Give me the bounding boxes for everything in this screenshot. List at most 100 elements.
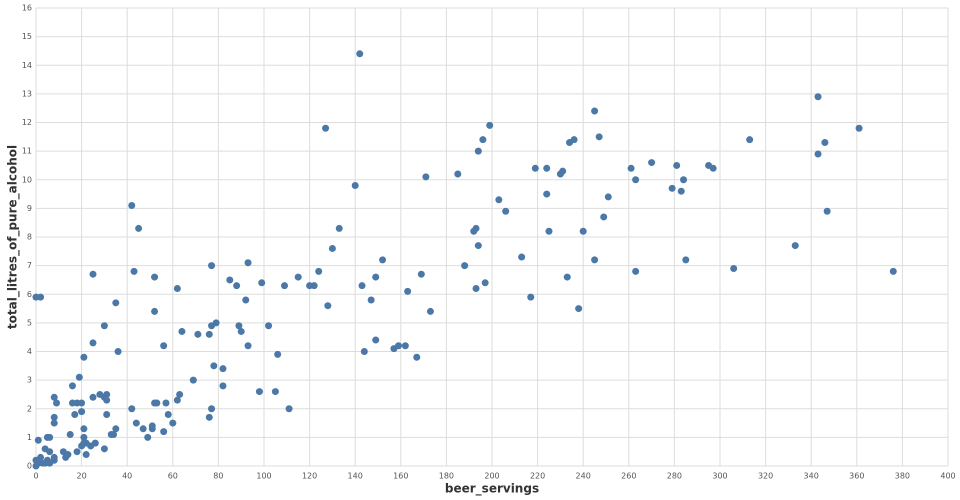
point — [570, 136, 578, 144]
point — [274, 350, 282, 358]
x-tick-label: 380 — [895, 472, 910, 481]
point — [358, 282, 366, 290]
point — [474, 147, 482, 155]
point — [212, 319, 220, 327]
point — [531, 164, 539, 172]
point — [68, 382, 76, 390]
point — [53, 399, 61, 407]
point — [89, 339, 97, 347]
point — [160, 342, 168, 350]
point — [814, 150, 822, 158]
point — [372, 336, 380, 344]
point — [78, 399, 86, 407]
x-tick-label: 360 — [849, 472, 864, 481]
y-tick-label: 10 — [22, 175, 32, 184]
y-tick-label: 8 — [27, 233, 32, 242]
point — [244, 342, 252, 350]
point — [164, 410, 172, 418]
x-tick-label: 20 — [77, 472, 87, 481]
point — [148, 422, 156, 430]
point — [75, 373, 83, 381]
point — [89, 270, 97, 278]
point — [791, 242, 799, 250]
point — [64, 451, 72, 459]
point — [128, 405, 136, 413]
x-tick-label: 320 — [758, 472, 773, 481]
point — [379, 256, 387, 264]
point — [71, 410, 79, 418]
point — [335, 224, 343, 232]
x-tick-label: 160 — [393, 472, 408, 481]
point — [100, 445, 108, 453]
point — [823, 207, 831, 215]
y-tick-label: 2 — [27, 404, 32, 413]
x-tick-label: 120 — [302, 472, 317, 481]
point — [73, 448, 81, 456]
point — [271, 388, 279, 396]
point — [356, 50, 364, 58]
point — [595, 133, 603, 141]
point — [103, 396, 111, 404]
point — [110, 431, 118, 439]
point — [746, 136, 754, 144]
point — [315, 267, 323, 275]
y-axis-title: total_litres_of_pure_alcohol — [6, 145, 21, 329]
y-tick-label: 14 — [22, 61, 32, 70]
point — [479, 136, 487, 144]
point — [205, 330, 213, 338]
y-tick-label: 7 — [27, 261, 32, 270]
point — [855, 124, 863, 132]
point — [310, 282, 318, 290]
point — [178, 327, 186, 335]
y-tick-label: 11 — [22, 147, 32, 156]
point — [205, 413, 213, 421]
point — [627, 164, 635, 172]
point — [328, 244, 336, 252]
point — [103, 410, 111, 418]
x-tick-label: 260 — [621, 472, 636, 481]
point — [189, 376, 197, 384]
x-tick-label: 80 — [213, 472, 223, 481]
point — [112, 299, 120, 307]
point — [709, 164, 717, 172]
y-tick-label: 16 — [22, 4, 32, 13]
point — [281, 282, 289, 290]
point — [632, 267, 640, 275]
point — [139, 425, 147, 433]
point — [89, 393, 97, 401]
point — [294, 273, 302, 281]
point — [208, 405, 216, 413]
point — [91, 439, 99, 447]
point — [46, 448, 54, 456]
point — [233, 282, 241, 290]
point — [668, 184, 676, 192]
point — [194, 330, 202, 338]
y-tick-label: 5 — [27, 318, 32, 327]
y-tick-label: 12 — [22, 118, 32, 127]
point — [814, 93, 822, 101]
point — [604, 193, 612, 201]
point — [461, 262, 469, 270]
point — [404, 287, 412, 295]
point — [324, 302, 332, 310]
point — [242, 296, 250, 304]
point — [237, 327, 245, 335]
point — [176, 390, 184, 398]
point — [563, 273, 571, 281]
point — [600, 213, 608, 221]
point — [367, 296, 375, 304]
y-tick-label: 0 — [27, 462, 32, 471]
point — [472, 224, 480, 232]
point — [153, 399, 161, 407]
point — [114, 348, 122, 355]
x-tick-label: 340 — [804, 472, 819, 481]
point — [66, 431, 74, 439]
point — [472, 285, 480, 293]
point — [322, 124, 330, 132]
point — [677, 187, 685, 195]
point — [208, 262, 216, 270]
point — [265, 322, 273, 330]
x-tick-label: 100 — [256, 472, 271, 481]
point — [360, 348, 368, 355]
